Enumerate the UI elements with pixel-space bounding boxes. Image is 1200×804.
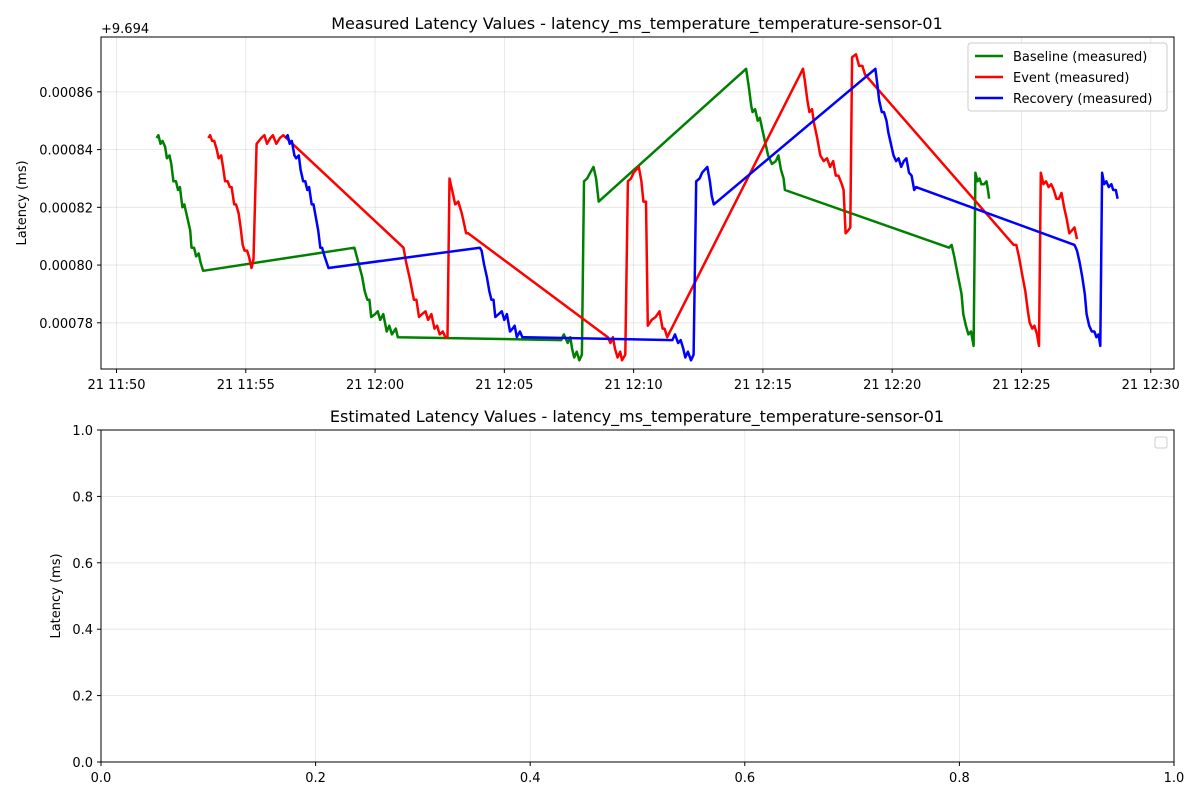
measured-y-tick-label: 0.00078: [39, 317, 93, 332]
estimated-y-axis-label: Latency (ms): [49, 553, 64, 638]
measured-x-tick-label: 21 11:55: [217, 378, 275, 393]
estimated-x-tick-label: 0.8: [949, 771, 970, 786]
estimated-y-tick-label: 0.4: [72, 623, 93, 638]
legend-label-recovery: Recovery (measured): [1013, 92, 1153, 107]
measured-grid: [101, 37, 1174, 369]
estimated-empty-legend-box: [1154, 436, 1168, 449]
legend-label-event: Event (measured): [1013, 71, 1129, 86]
measured-x-tick-label: 21 12:10: [605, 378, 663, 393]
estimated-chart-title: Estimated Latency Values - latency_ms_te…: [330, 407, 944, 427]
estimated-x-tick-label: 0.6: [734, 771, 755, 786]
measured-y-axis-label: Latency (ms): [15, 160, 30, 245]
measured-x-tick-label: 21 12:15: [734, 378, 792, 393]
estimated-y-tick-label: 0.6: [72, 557, 93, 572]
measured-x-tick-label: 21 11:50: [87, 378, 145, 393]
estimated-plot-frame: [100, 429, 1175, 763]
measured-y-axis: 0.00078 0.00080 0.00082 0.00084 0.00086: [39, 86, 101, 332]
series-line-recovery: [284, 67, 1119, 362]
estimated-y-tick-label: 0.0: [72, 756, 93, 771]
estimated-x-tick-label: 0.2: [305, 771, 326, 786]
measured-x-axis: 21 11:50 21 11:55 21 12:00 21 12:05 21 12:10…: [87, 369, 1180, 393]
measured-legend: Baseline (measured) Event (measured) Rec…: [967, 42, 1168, 112]
estimated-latency-chart: Estimated Latency Values - latency_ms_te…: [49, 407, 1184, 786]
series-line-baseline: [155, 67, 991, 362]
estimated-y-tick-label: 1.0: [72, 424, 93, 439]
measured-y-tick-label: 0.00084: [39, 144, 93, 159]
estimated-x-tick-label: 1.0: [1164, 771, 1185, 786]
series-line-event: [207, 53, 1079, 362]
measured-x-tick-label: 21 12:00: [346, 378, 404, 393]
measured-chart-title: Measured Latency Values - latency_ms_tem…: [331, 14, 943, 34]
estimated-x-tick-label: 0.4: [520, 771, 541, 786]
measured-x-tick-label: 21 12:05: [475, 378, 533, 393]
legend-label-baseline: Baseline (measured): [1013, 50, 1147, 65]
measured-legend-box: [967, 42, 1168, 112]
measured-series-group: [155, 53, 1119, 362]
measured-latency-chart: Measured Latency Values - latency_ms_tem…: [15, 14, 1180, 393]
measured-y-offset-label: +9.694: [101, 22, 149, 37]
measured-x-tick-label: 21 12:20: [863, 378, 921, 393]
measured-y-tick-label: 0.00080: [39, 259, 93, 274]
measured-y-tick-label: 0.00082: [39, 201, 93, 216]
estimated-y-axis: 0.0 0.2 0.4 0.6 0.8 1.0: [72, 424, 101, 771]
measured-plot-frame: [100, 36, 1175, 370]
estimated-x-tick-label: 0.0: [91, 771, 112, 786]
estimated-grid: [100, 429, 1175, 763]
measured-x-tick-label: 21 12:30: [1122, 378, 1180, 393]
measured-x-tick-label: 21 12:25: [992, 378, 1050, 393]
estimated-x-axis: 0.0 0.2 0.4 0.6 0.8 1.0: [91, 762, 1185, 786]
measured-y-tick-label: 0.00086: [39, 86, 93, 101]
estimated-y-tick-label: 0.2: [72, 690, 93, 705]
estimated-y-tick-label: 0.8: [72, 490, 93, 505]
